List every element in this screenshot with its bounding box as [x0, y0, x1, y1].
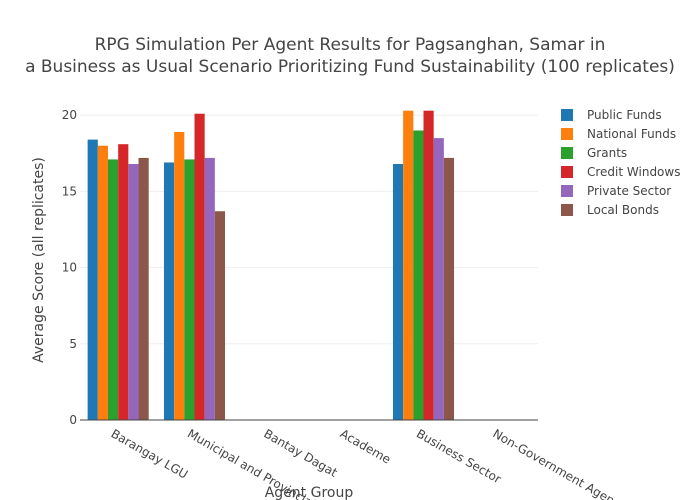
- x-tick-label: Non-Government Agencies: [490, 426, 637, 500]
- legend: Public Funds National Funds Grants Credit W…: [561, 108, 680, 217]
- y-tick-label: 5: [69, 337, 77, 351]
- chart-title-line-2: a Business as Usual Scenario Prioritizin…: [25, 57, 675, 77]
- gridlines: [80, 114, 538, 345]
- legend-swatch: [561, 185, 573, 197]
- legend-label: National Funds: [587, 127, 676, 141]
- legend-label: Grants: [587, 146, 627, 160]
- bar: [204, 157, 215, 420]
- bar: [163, 162, 175, 420]
- bar: [214, 211, 226, 420]
- x-axis-title: Agent Group: [265, 485, 354, 500]
- legend-swatch: [561, 147, 573, 159]
- bar: [128, 164, 139, 420]
- bar: [433, 138, 444, 420]
- legend-swatch: [561, 166, 573, 178]
- bar: [184, 159, 195, 420]
- y-axis-title: Average Score (all replicates): [31, 157, 47, 363]
- y-tick-label: 15: [62, 184, 77, 198]
- y-tick-label: 10: [62, 261, 77, 275]
- legend-label: Local Bonds: [587, 203, 659, 217]
- bar: [413, 130, 424, 420]
- bar: [107, 159, 119, 420]
- legend-swatch: [561, 204, 573, 216]
- bar: [423, 110, 434, 421]
- legend-label: Public Funds: [587, 108, 662, 122]
- x-tick-label: Bantay Dagat: [261, 426, 340, 479]
- chart-title-line-1: RPG Simulation Per Agent Results for Pag…: [95, 35, 606, 55]
- bar: [403, 110, 414, 421]
- x-tick-label: Academe: [338, 426, 394, 466]
- x-tick-label: Barangay LGU: [109, 426, 191, 481]
- bar: [194, 113, 205, 420]
- legend-swatch: [561, 128, 573, 140]
- legend-label: Private Sector: [587, 184, 671, 198]
- bar: [138, 157, 149, 420]
- y-tick-label: 0: [69, 413, 77, 427]
- bar: [443, 157, 455, 420]
- bar: [118, 144, 129, 420]
- y-tick-label: 20: [62, 108, 77, 122]
- bars: [87, 110, 455, 421]
- legend-swatch: [561, 109, 573, 121]
- bar: [87, 139, 98, 420]
- x-tick-label: Business Sector: [414, 426, 504, 486]
- legend-label: Credit Windows: [587, 165, 680, 179]
- bar: [174, 132, 185, 420]
- y-tick-labels: 0 5 10 15 20: [62, 108, 77, 427]
- bar: [97, 145, 108, 420]
- bar: [392, 164, 404, 420]
